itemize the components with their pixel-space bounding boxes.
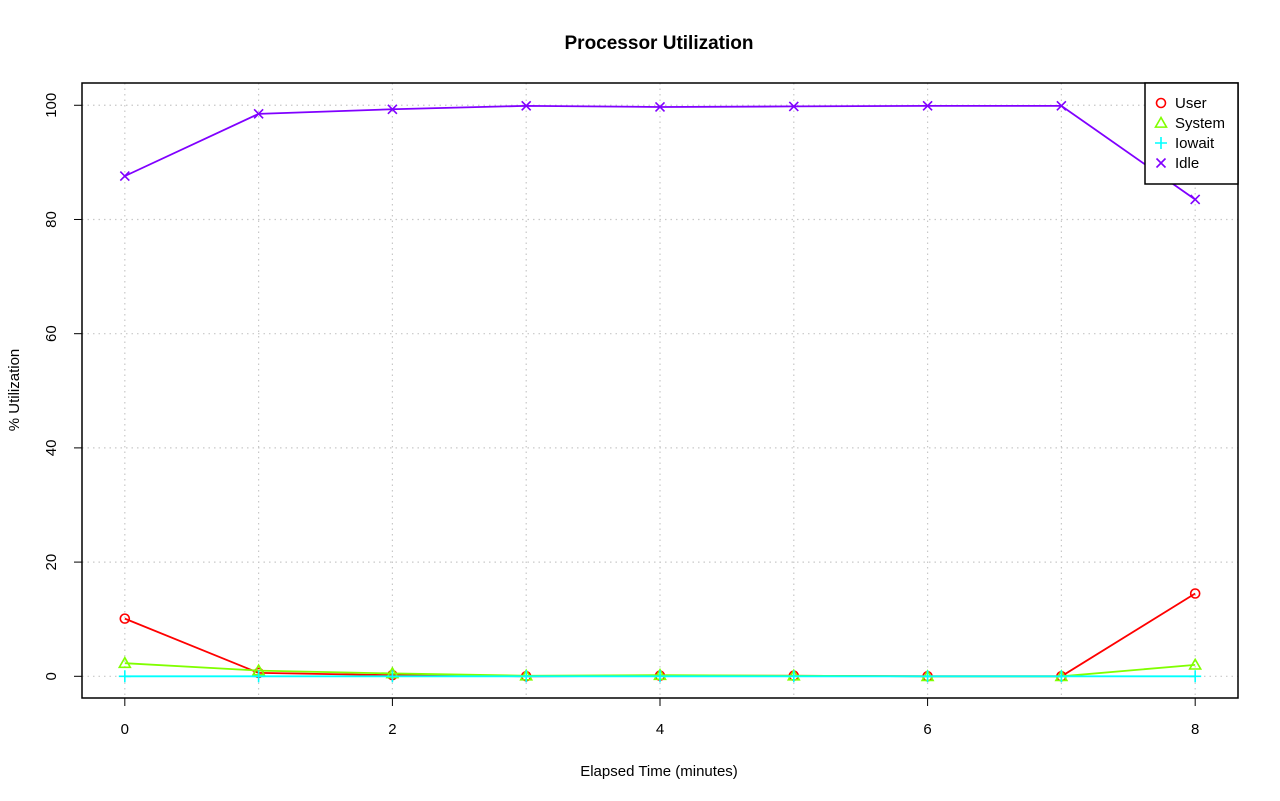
data-point-idle <box>788 101 799 112</box>
x-tick-label: 2 <box>388 721 396 738</box>
data-point-idle <box>521 100 532 111</box>
legend: User System Iowait Idle <box>1144 82 1239 185</box>
data-point-iowait <box>654 670 666 683</box>
legend-item-system: System <box>1154 115 1225 132</box>
data-point-iowait <box>118 670 131 683</box>
chart-title: Processor Utilization <box>565 33 754 54</box>
y-tick-label: 20 <box>43 554 60 571</box>
y-tick-label: 80 <box>43 211 60 228</box>
data-point-system <box>117 656 132 669</box>
legend-label-idle: Idle <box>1175 155 1199 172</box>
series-line-idle <box>124 104 1196 201</box>
series-iowait <box>118 670 1202 683</box>
legend-item-user: User <box>1155 95 1207 112</box>
legend-label-user: User <box>1175 95 1207 112</box>
data-point-idle <box>119 171 130 182</box>
legend-item-iowait: Iowait <box>1155 135 1215 152</box>
data-point-user <box>119 613 131 624</box>
legend-box <box>1144 82 1239 185</box>
data-point-idle <box>253 108 264 119</box>
data-point-iowait <box>520 670 533 683</box>
data-point-user <box>1189 588 1201 599</box>
x-tick-label: 0 <box>121 721 129 738</box>
data-point-idle <box>1056 100 1067 111</box>
data-point-idle <box>922 100 933 111</box>
legend-label-iowait: Iowait <box>1175 135 1215 152</box>
x-axis: 0 2 4 6 8 <box>121 697 1199 738</box>
series-layer <box>117 100 1203 683</box>
y-axis: 0 20 40 60 80 100 <box>43 93 82 680</box>
data-point-iowait <box>1055 670 1068 683</box>
data-point-idle <box>387 104 398 115</box>
legend-marker-iowait <box>1155 137 1167 149</box>
y-tick-label: 60 <box>43 325 60 342</box>
data-point-iowait <box>787 670 800 683</box>
x-tick-label: 8 <box>1191 721 1199 738</box>
y-axis-label: % Utilization <box>6 349 23 432</box>
x-axis-label: Elapsed Time (minutes) <box>580 763 738 780</box>
y-tick-label: 40 <box>43 440 60 457</box>
series-idle <box>119 100 1201 205</box>
x-tick-label: 4 <box>656 721 664 738</box>
data-point-iowait <box>252 670 265 683</box>
y-tick-label: 0 <box>43 672 60 680</box>
legend-marker-idle <box>1155 157 1167 169</box>
legend-marker-system <box>1154 115 1168 128</box>
grid-lines <box>82 83 1238 698</box>
data-point-iowait <box>921 670 934 683</box>
data-point-iowait <box>1189 670 1202 683</box>
legend-item-idle: Idle <box>1155 155 1199 172</box>
legend-label-system: System <box>1175 115 1225 132</box>
data-point-idle <box>1190 194 1201 205</box>
x-tick-label: 6 <box>923 721 931 738</box>
legend-marker-user <box>1155 97 1167 109</box>
data-point-iowait <box>386 670 399 683</box>
data-point-idle <box>654 101 666 113</box>
y-tick-label: 100 <box>43 93 60 118</box>
data-point-system <box>1188 657 1203 670</box>
